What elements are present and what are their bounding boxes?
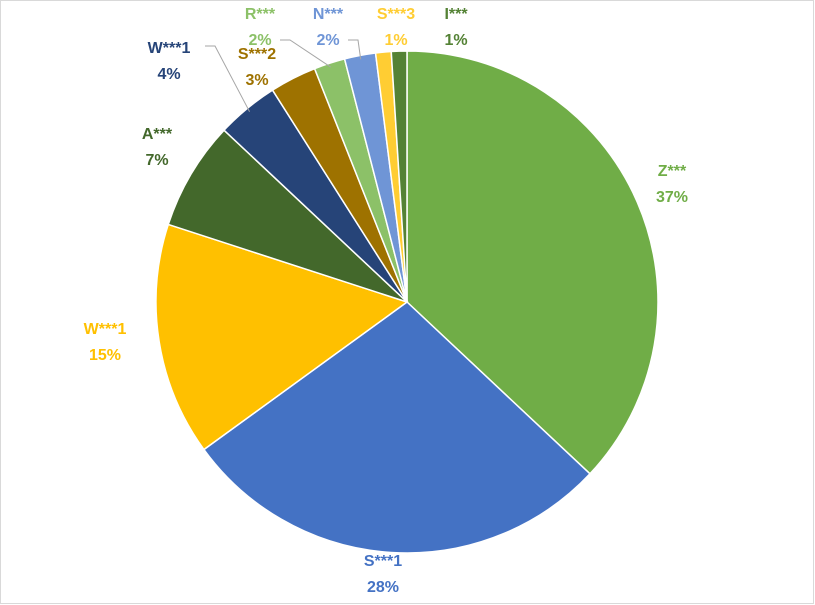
- value-label: 1%: [384, 32, 407, 49]
- slice-label: S***1: [364, 553, 402, 570]
- value-label: 15%: [89, 347, 121, 364]
- slice-label: W***1: [84, 321, 127, 338]
- pie-slice: [167, 129, 408, 303]
- value-label: 4%: [157, 66, 180, 83]
- slice-label: W***1: [148, 40, 191, 57]
- value-label: 28%: [367, 579, 399, 596]
- leader-line: [205, 45, 250, 112]
- pie-slice: [406, 50, 659, 475]
- slice-label: S***2: [238, 46, 276, 63]
- slice-label: R***: [245, 6, 276, 23]
- pie-slice: [155, 223, 409, 451]
- slice-label: Z***: [658, 163, 687, 180]
- value-label: 3%: [245, 72, 268, 89]
- value-label: 2%: [316, 32, 339, 49]
- value-label: 37%: [656, 189, 688, 206]
- leader-line: [348, 39, 362, 60]
- pie-slice: [390, 50, 408, 303]
- value-label: 7%: [145, 152, 168, 169]
- pie-slice: [202, 301, 592, 554]
- leader-line: [280, 39, 331, 68]
- slice-label: N***: [313, 6, 344, 23]
- slice-label: A***: [142, 126, 173, 143]
- value-label: 2%: [248, 32, 271, 49]
- slice-label: I***: [444, 6, 468, 23]
- value-label: 1%: [444, 32, 467, 49]
- slice-label: S***3: [377, 6, 415, 23]
